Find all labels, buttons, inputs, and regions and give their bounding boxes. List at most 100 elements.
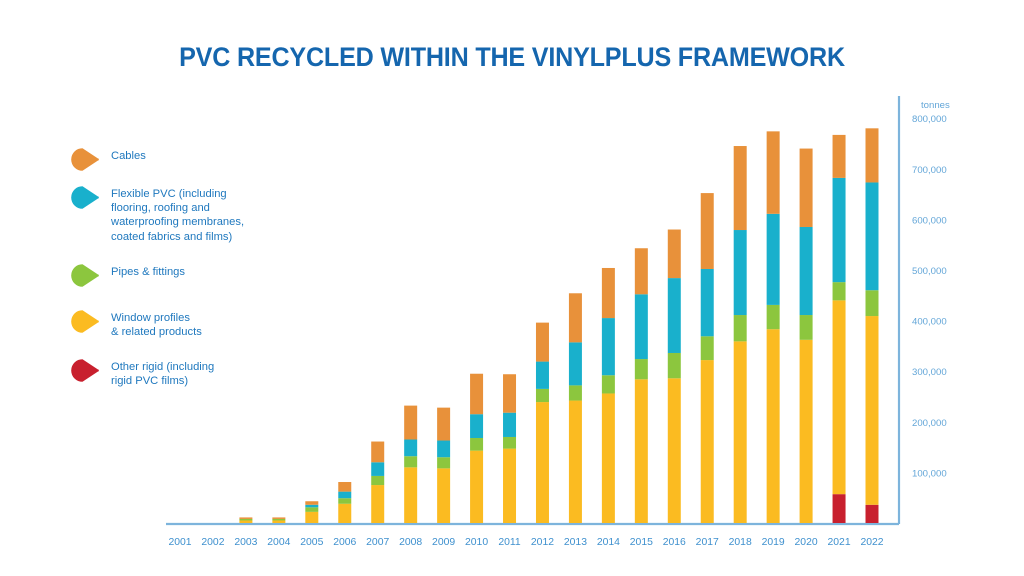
bar-column-2014[interactable] [601,267,615,523]
bar-segment-2011-cables[interactable] [503,374,517,413]
bar-segment-2015-flexible[interactable] [634,294,648,360]
bar-segment-2007-pipes[interactable] [371,475,385,486]
bar-segment-2017-pipes[interactable] [700,336,714,361]
bar-segment-2004-cables[interactable] [272,517,286,519]
bar-column-2003[interactable] [239,517,253,523]
bar-segment-2019-cables[interactable] [766,131,780,214]
bar-segment-2019-windows[interactable] [766,329,780,523]
bar-segment-2005-flexible[interactable] [305,504,319,508]
bar-segment-2004-windows[interactable] [272,520,286,523]
bar-column-2008[interactable] [404,405,418,523]
bar-segment-2020-cables[interactable] [799,148,813,227]
bar-segment-2003-pipes[interactable] [239,518,253,521]
bar-segment-2016-windows[interactable] [667,378,681,523]
legend-item-other[interactable]: Other rigid (including rigid PVC films) [70,357,285,388]
bar-column-2020[interactable] [799,148,813,523]
bar-segment-2013-cables[interactable] [568,293,582,343]
bar-segment-2018-pipes[interactable] [733,315,747,342]
bar-segment-2021-cables[interactable] [832,134,846,178]
bar-column-2015[interactable] [634,248,648,523]
legend-item-cables[interactable]: Cables [70,146,285,172]
legend-item-windows[interactable]: Window profiles & related products [70,308,285,339]
bar-segment-2011-pipes[interactable] [503,436,517,449]
bar-segment-2015-cables[interactable] [634,248,648,295]
bar-segment-2012-pipes[interactable] [535,388,549,403]
bar-segment-2011-flexible[interactable] [503,412,517,437]
bar-segment-2013-pipes[interactable] [568,385,582,401]
bar-segment-2017-windows[interactable] [700,360,714,523]
bar-segment-2020-windows[interactable] [799,339,813,523]
bar-column-2022[interactable] [865,128,879,523]
bar-segment-2009-flexible[interactable] [437,440,451,458]
bar-segment-2006-windows[interactable] [338,503,352,523]
bar-segment-2010-flexible[interactable] [470,414,484,438]
bar-segment-2017-cables[interactable] [700,193,714,269]
bar-segment-2021-flexible[interactable] [832,177,846,283]
bar-segment-2014-cables[interactable] [601,267,615,319]
bar-column-2007[interactable] [371,441,385,523]
legend-item-pipes[interactable]: Pipes & fittings [70,262,285,288]
bar-segment-2007-windows[interactable] [371,485,385,523]
bar-segment-2021-windows[interactable] [832,300,846,495]
bar-segment-2003-windows[interactable] [239,520,253,523]
bar-segment-2014-flexible[interactable] [601,318,615,376]
bar-segment-2013-windows[interactable] [568,400,582,523]
bar-segment-2018-cables[interactable] [733,146,747,231]
bar-segment-2020-flexible[interactable] [799,226,813,316]
bar-column-2009[interactable] [437,407,451,523]
bar-segment-2008-windows[interactable] [404,467,418,523]
bar-segment-2012-flexible[interactable] [535,361,549,389]
bar-segment-2015-pipes[interactable] [634,359,648,380]
bar-segment-2007-cables[interactable] [371,441,385,463]
bar-segment-2008-cables[interactable] [404,405,418,440]
bar-segment-2022-pipes[interactable] [865,290,879,317]
bar-column-2006[interactable] [338,482,352,523]
bar-segment-2013-flexible[interactable] [568,342,582,386]
bar-segment-2017-flexible[interactable] [700,268,714,337]
bar-column-2016[interactable] [667,229,681,523]
bar-segment-2010-windows[interactable] [470,450,484,523]
bar-segment-2012-cables[interactable] [535,322,549,362]
bar-segment-2021-pipes[interactable] [832,282,846,301]
bar-segment-2018-flexible[interactable] [733,230,747,316]
bar-column-2017[interactable] [700,193,714,523]
bar-segment-2006-pipes[interactable] [338,498,352,504]
bar-column-2004[interactable] [272,517,286,523]
bar-segment-2008-flexible[interactable] [404,439,418,457]
bar-segment-2014-pipes[interactable] [601,375,615,394]
bar-segment-2016-cables[interactable] [667,229,681,279]
bar-column-2011[interactable] [503,374,517,523]
bar-segment-2022-cables[interactable] [865,128,879,183]
bar-segment-2019-flexible[interactable] [766,213,780,305]
bar-column-2021[interactable] [832,134,846,523]
bar-segment-2003-cables[interactable] [239,517,253,519]
bar-segment-2022-windows[interactable] [865,316,879,505]
bar-segment-2009-cables[interactable] [437,407,451,441]
bar-segment-2016-flexible[interactable] [667,278,681,353]
bar-segment-2019-pipes[interactable] [766,304,780,330]
bar-segment-2006-flexible[interactable] [338,491,352,499]
bar-segment-2005-windows[interactable] [305,511,319,523]
bar-segment-2010-pipes[interactable] [470,437,484,451]
bar-segment-2011-windows[interactable] [503,448,517,523]
bar-segment-2007-flexible[interactable] [371,462,385,476]
bar-segment-2009-pipes[interactable] [437,457,451,469]
bar-segment-2006-cables[interactable] [338,482,352,492]
bar-column-2018[interactable] [733,146,747,523]
bar-segment-2015-windows[interactable] [634,379,648,523]
bar-segment-2016-pipes[interactable] [667,352,681,379]
bar-segment-2021-other[interactable] [832,494,846,523]
legend-item-flexible[interactable]: Flexible PVC (including flooring, roofin… [70,184,285,244]
bar-segment-2022-flexible[interactable] [865,182,879,291]
bar-segment-2005-pipes[interactable] [305,507,319,512]
bar-column-2010[interactable] [470,373,484,523]
bar-segment-2022-other[interactable] [865,504,879,523]
bar-segment-2004-pipes[interactable] [272,518,286,521]
bar-segment-2005-cables[interactable] [305,501,319,505]
bar-segment-2018-windows[interactable] [733,341,747,523]
bar-segment-2008-pipes[interactable] [404,456,418,468]
bar-segment-2014-windows[interactable] [601,393,615,523]
bar-segment-2012-windows[interactable] [535,402,549,523]
bar-segment-2010-cables[interactable] [470,373,484,415]
bar-segment-2009-windows[interactable] [437,468,451,523]
